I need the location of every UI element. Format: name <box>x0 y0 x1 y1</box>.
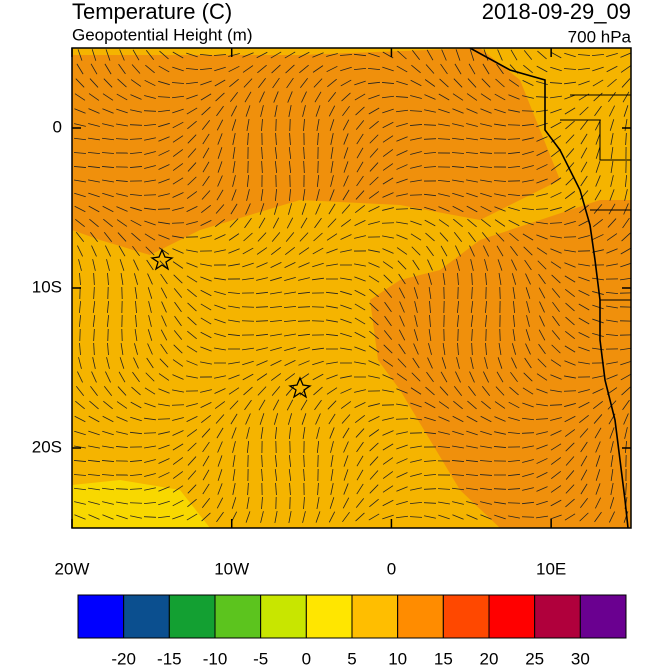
subtitle: Geopotential Height (m) <box>72 25 252 44</box>
barb <box>312 321 324 322</box>
y-tick-label: 0 <box>53 117 62 136</box>
barb <box>500 287 501 299</box>
barb <box>312 307 324 308</box>
color-box <box>398 595 444 638</box>
colorbar-label: -20 <box>111 649 136 667</box>
barb <box>172 223 184 224</box>
colorbar-label: 0 <box>302 649 311 667</box>
colorbar-label: 10 <box>388 649 407 667</box>
title: Temperature (C) <box>72 0 232 24</box>
color-box <box>124 595 170 638</box>
x-tick-label: 0 <box>387 559 396 578</box>
barb <box>396 209 408 210</box>
color-box <box>261 595 307 638</box>
color-box <box>306 595 352 638</box>
color-box <box>169 595 215 638</box>
barb <box>564 237 576 238</box>
barb <box>158 419 170 420</box>
color-box <box>580 595 626 638</box>
colorbar-label: -5 <box>253 649 268 667</box>
barb <box>130 503 142 504</box>
color-box <box>443 595 489 638</box>
y-tick-label: 10S <box>32 277 62 296</box>
colorbar-label: -10 <box>203 649 228 667</box>
valid-time: 2018-09-29_09 <box>482 0 631 24</box>
colorbar-label: 5 <box>347 649 356 667</box>
x-tick-label: 10E <box>536 559 566 578</box>
color-box <box>489 595 535 638</box>
x-tick-label: 10W <box>214 559 249 578</box>
x-tick-label: 20W <box>55 559 90 578</box>
barb <box>144 195 156 196</box>
color-box <box>535 595 581 638</box>
colorbar-label: 25 <box>525 649 544 667</box>
level: 700 hPa <box>568 27 632 46</box>
colorbar-label: -15 <box>157 649 182 667</box>
colorbar: -20 -15 -10 -5 0 5 10 15 20 25 30 <box>78 595 626 667</box>
barb <box>522 111 534 112</box>
colorbar-label: 20 <box>480 649 499 667</box>
y-tick-label: 20S <box>32 437 62 456</box>
colorbar-label: 15 <box>434 649 453 667</box>
color-box <box>78 595 124 638</box>
map-field <box>72 48 632 528</box>
colorbar-label: 30 <box>571 649 590 667</box>
color-box <box>352 595 398 638</box>
color-box <box>215 595 261 638</box>
